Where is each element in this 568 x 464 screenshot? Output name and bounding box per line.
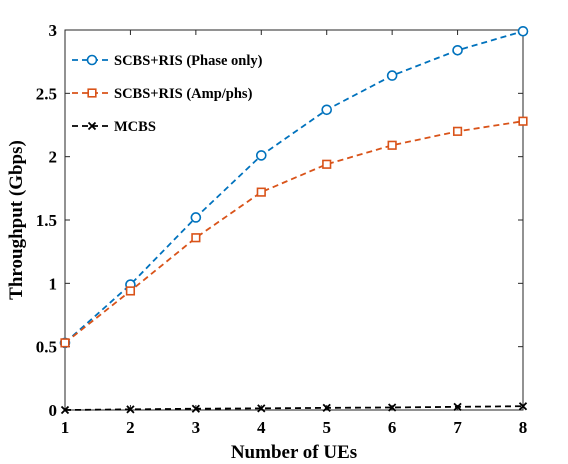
y-tick-label: 0.5 <box>36 338 57 357</box>
data-point-x <box>126 405 135 414</box>
data-point-square <box>60 338 70 348</box>
x-axis-label: Number of UEs <box>231 442 357 463</box>
tick-labels: 1 2 3 4 5 6 7 8 0 0.5 1 1.5 2 2.5 3 <box>36 21 528 437</box>
legend-label: MCBS <box>114 119 156 135</box>
data-point-x <box>453 402 462 411</box>
data-point-square <box>322 159 332 169</box>
y-tick-label: 2.5 <box>36 84 57 103</box>
legend-label: SCBS+RIS (Phase only) <box>114 53 263 69</box>
series-markers <box>59 25 529 415</box>
data-point-square <box>191 233 201 243</box>
data-point-x <box>60 405 70 415</box>
data-point-x <box>388 403 397 412</box>
data-point-square <box>387 140 397 150</box>
data-point-circle <box>452 44 463 56</box>
legend: SCBS+RIS (Phase only) SCBS+RIS (Amp/phs) M… <box>72 53 263 135</box>
y-tick-label: 0 <box>49 401 58 420</box>
series-lines <box>64 30 524 411</box>
legend-marker-circle <box>86 54 98 66</box>
data-point-square <box>518 116 528 126</box>
data-point-square <box>452 126 463 136</box>
data-point-square <box>256 187 266 197</box>
y-tick-label: 3 <box>49 21 58 40</box>
data-point-x <box>257 404 266 413</box>
legend-marker-square <box>87 88 97 98</box>
series-line-x <box>64 405 524 411</box>
y-tick-label: 2 <box>49 148 58 167</box>
legend-label: SCBS+RIS (Amp/phs) <box>114 86 253 102</box>
x-tick-label: 7 <box>453 418 462 437</box>
plot-area <box>64 29 524 411</box>
series-line-circle <box>64 30 524 344</box>
y-tick-label: 1.5 <box>36 211 57 230</box>
data-point-circle <box>517 25 529 37</box>
data-point-circle <box>190 212 202 223</box>
data-point-circle <box>321 104 333 116</box>
y-tick-label: 1 <box>49 274 58 293</box>
series-line-square <box>64 120 524 344</box>
data-point-x <box>322 403 331 412</box>
data-point-circle <box>255 150 267 161</box>
x-tick-label: 5 <box>322 418 331 437</box>
x-tick-label: 3 <box>192 418 201 437</box>
legend-marker-x <box>87 121 97 131</box>
x-tick-label: 6 <box>388 418 397 437</box>
data-point-square <box>125 286 136 296</box>
x-tick-label: 4 <box>257 418 266 437</box>
x-tick-label: 2 <box>126 418 135 437</box>
x-tick-label: 8 <box>519 418 528 437</box>
y-axis-label: Throughput (Gbps) <box>6 140 27 300</box>
data-point-circle <box>386 70 398 81</box>
data-point-x <box>191 404 200 413</box>
data-point-x <box>518 402 528 411</box>
x-tick-label: 1 <box>61 418 70 437</box>
